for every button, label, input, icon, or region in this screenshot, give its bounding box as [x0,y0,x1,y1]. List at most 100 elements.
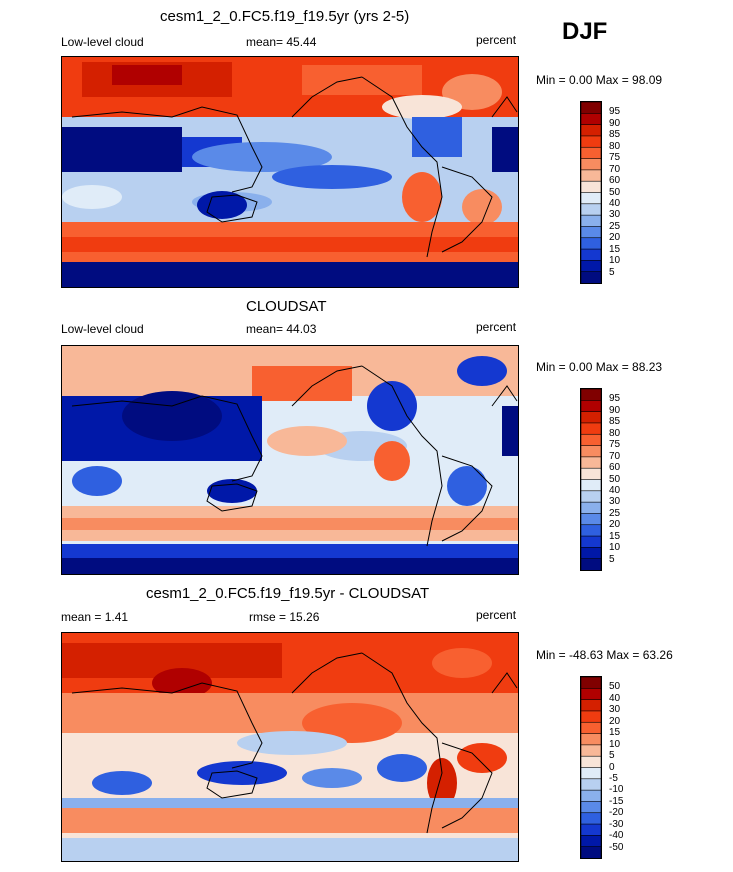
colorbar-tick-label: 15 [609,243,621,255]
colorbar-tick-label: 95 [609,106,621,118]
colorbar-tick-label: -20 [609,807,624,819]
colorbar-tick-label: -5 [609,772,618,784]
panel-2-minmax: Min = 0.00 Max = 88.23 [536,360,663,374]
colorbar-tick-label: 30 [609,496,621,508]
colorbar-tick-label: 60 [609,462,621,474]
panel-1-field [62,57,518,287]
colorbar-tick-label: -40 [609,830,624,842]
panel-1-mean: mean= 45.44 [246,35,317,49]
colorbar-swatch [580,411,602,424]
panel-3-colorbar-swatches [580,676,602,859]
colorbar-swatch [580,400,602,413]
colorbar-tick-label: 60 [609,175,621,187]
colorbar-tick-label: 50 [609,681,621,693]
colorbar-swatch [580,271,602,284]
colorbar-tick-label: 30 [609,209,621,221]
panel-3-rmse: rmse = 15.26 [249,610,320,624]
panel-1-colorbar [580,101,602,284]
panel-1-title: cesm1_2_0.FC5.f19_f19.5yr (yrs 2-5) [160,8,410,25]
colorbar-swatch [580,789,602,803]
panel-1-map [61,56,519,288]
panel-3-units: percent [476,608,517,622]
colorbar-swatch [580,135,602,149]
colorbar-swatch [580,124,602,137]
colorbar-tick-label: 0 [609,761,615,773]
colorbar-swatch [580,501,602,515]
colorbar-swatch [580,146,602,160]
colorbar-swatch [580,547,602,560]
panel-3-title: cesm1_2_0.FC5.f19_f19.5yr - CLOUDSAT [146,585,430,602]
colorbar-swatch [580,524,602,537]
colorbar-swatch [580,558,602,571]
colorbar-swatch [580,226,602,239]
colorbar-swatch [580,101,602,115]
colorbar-tick-label: 75 [609,439,621,451]
colorbar-swatch [580,248,602,262]
colorbar-swatch [580,767,602,780]
panel-2-mean: mean= 44.03 [246,322,317,336]
colorbar-swatch [580,158,602,171]
colorbar-swatch [580,113,602,126]
colorbar-swatch [580,479,602,492]
colorbar-swatch [580,203,602,216]
colorbar-swatch [580,180,602,194]
colorbar-tick-label: 10 [609,542,621,554]
colorbar-tick-label: 15 [609,530,621,542]
colorbar-swatch [580,801,602,814]
colorbar-swatch [580,237,602,250]
colorbar-tick-label: 5 [609,553,615,565]
colorbar-tick-label: 50 [609,473,621,485]
panel-1-left-label: Low-level cloud [61,35,144,49]
colorbar-swatch [580,490,602,503]
panel-3-colorbar [580,676,602,859]
colorbar-swatch [580,699,602,712]
panel-2-map [61,345,519,575]
colorbar-tick-label: 90 [609,404,621,416]
panel-2-colorbar [580,388,602,571]
colorbar-swatch [580,445,602,458]
colorbar-swatch [580,812,602,825]
panel-2-left-label: Low-level cloud [61,322,144,336]
panel-3-minmax: Min = -48.63 Max = 63.26 [536,648,673,662]
colorbar-tick-label: 25 [609,507,621,519]
colorbar-tick-label: 5 [609,750,615,762]
colorbar-swatch [580,835,602,848]
colorbar-tick-label: 20 [609,232,621,244]
colorbar-tick-label: 5 [609,266,615,278]
colorbar-swatch [580,169,602,182]
colorbar-tick-label: -15 [609,795,624,807]
panel-2-colorbar-swatches [580,388,602,571]
colorbar-swatch [580,456,602,469]
colorbar-swatch [580,733,602,746]
panel-2-field [62,346,518,574]
colorbar-tick-label: 15 [609,727,621,739]
colorbar-tick-label: -50 [609,841,624,853]
panel-2-title: CLOUDSAT [246,298,327,315]
colorbar-tick-label: 70 [609,163,621,175]
panel-2-units: percent [476,320,517,334]
panel-3-map [61,632,519,862]
colorbar-tick-label: 30 [609,704,621,716]
colorbar-swatch [580,676,602,690]
colorbar-tick-label: 10 [609,255,621,267]
colorbar-tick-label: 40 [609,197,621,209]
colorbar-swatch [580,846,602,859]
colorbar-swatch [580,260,602,273]
colorbar-tick-label: 40 [609,484,621,496]
colorbar-swatch [580,535,602,549]
panel-1-colorbar-swatches [580,101,602,284]
colorbar-swatch [580,721,602,735]
colorbar-tick-label: 85 [609,129,621,141]
colorbar-swatch [580,214,602,228]
colorbar-swatch [580,710,602,724]
colorbar-tick-label: 70 [609,450,621,462]
colorbar-tick-label: 10 [609,738,621,750]
colorbar-tick-label: 20 [609,519,621,531]
colorbar-swatch [580,388,602,402]
colorbar-tick-label: 40 [609,692,621,704]
colorbar-swatch [580,755,602,769]
colorbar-tick-label: -10 [609,784,624,796]
colorbar-swatch [580,433,602,447]
colorbar-tick-label: 95 [609,393,621,405]
colorbar-swatch [580,744,602,757]
